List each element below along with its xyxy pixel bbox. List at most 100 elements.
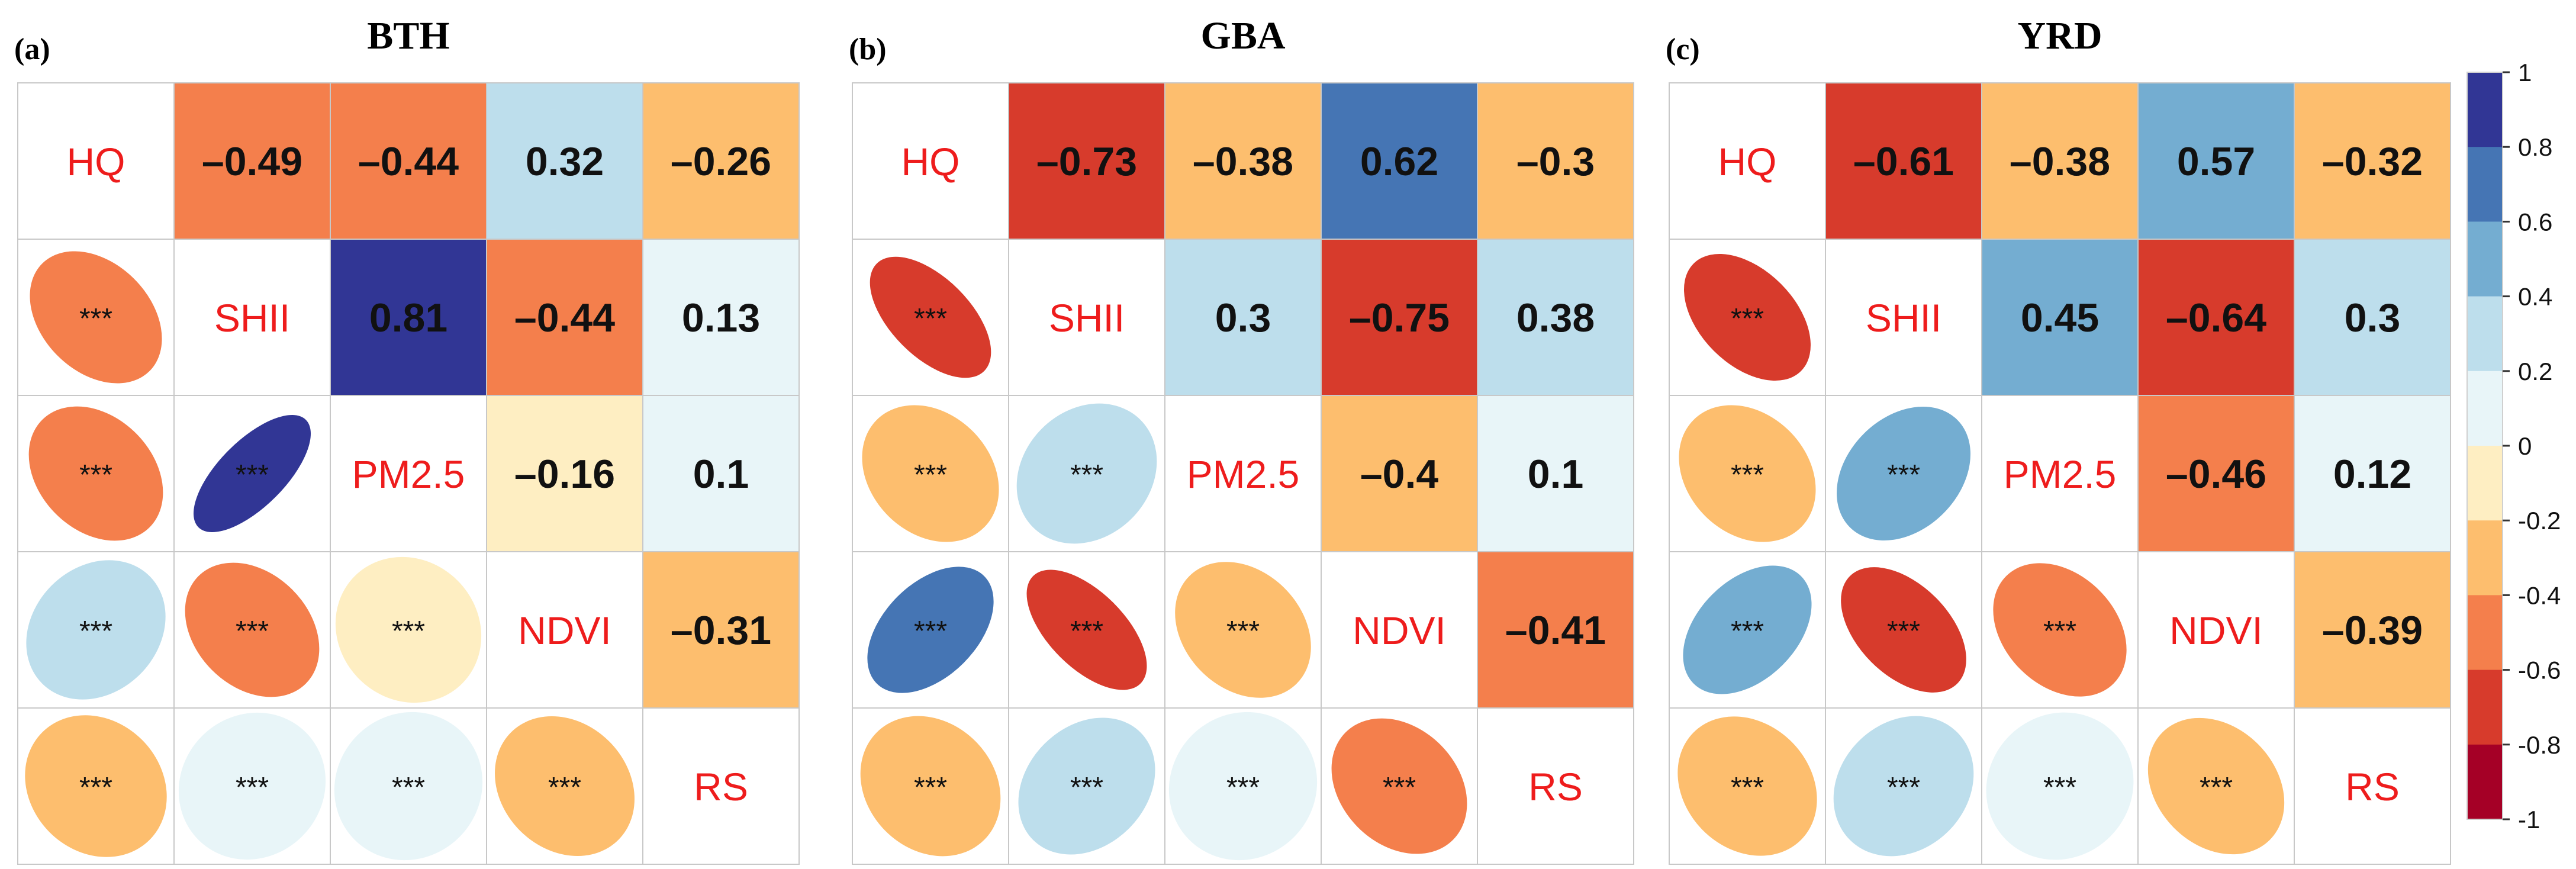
corr-square-2-4 <box>1477 395 1634 552</box>
variable-label: HQ <box>67 140 125 184</box>
significance-stars: *** <box>1070 459 1103 491</box>
corr-ellipse-4-0 <box>1677 716 1817 856</box>
significance-stars: *** <box>914 772 947 803</box>
corr-ellipse-2-1 <box>1837 407 1970 540</box>
significance-stars: *** <box>548 772 581 803</box>
colorbar-tick-label: 1 <box>2518 59 2532 86</box>
diagonal-cell-3 <box>1321 551 1478 709</box>
panel-title: YRD <box>2018 14 2102 57</box>
colorbar-bin-0 <box>2467 72 2503 147</box>
colorbar-tick-label: 0.2 <box>2518 358 2552 385</box>
colorbar-tick-label: -1 <box>2518 806 2540 833</box>
significance-stars: *** <box>1887 459 1920 491</box>
corr-square-0-2 <box>1164 82 1322 240</box>
corr-square-3-4 <box>1477 551 1634 709</box>
significance-stars: *** <box>2200 772 2233 803</box>
significance-stars: *** <box>1226 616 1260 647</box>
colorbar-tick-label: 0.6 <box>2518 208 2552 236</box>
corr-ellipse-4-1 <box>1833 716 1974 857</box>
corr-value-label-0-1: –0.73 <box>1036 139 1137 184</box>
corr-value-label-3-4: –0.39 <box>2322 608 2423 653</box>
variable-label: RS <box>1528 765 1583 809</box>
corr-ellipse-4-3 <box>1331 718 1467 854</box>
diagonal-cell-2 <box>1981 395 2139 552</box>
panel-gba: (b) GBA HQ –0.73 –0.38 0.62 –0.3 *** SHII 0.3 –0.7… <box>849 14 1634 865</box>
significance-stars: *** <box>1887 616 1920 647</box>
significance-stars: *** <box>79 459 112 491</box>
colorbar-bin-8 <box>2467 670 2503 745</box>
corr-square-3-4 <box>642 551 800 709</box>
corr-value-label-2-3: –0.16 <box>514 452 615 497</box>
corr-value-label-1-3: –0.64 <box>2166 295 2266 340</box>
diagonal-cell-4 <box>2294 707 2451 865</box>
colorbar-tick-label: -0.4 <box>2518 581 2561 609</box>
corr-value-label-0-4: –0.32 <box>2322 139 2423 184</box>
corr-square-2-4 <box>642 395 800 552</box>
variable-label: HQ <box>1718 140 1777 184</box>
corr-square-0-3 <box>2137 82 2295 240</box>
corr-value-label-0-1: –0.49 <box>202 139 302 184</box>
corr-ellipse-1-0 <box>1684 254 1811 381</box>
variable-label: PM2.5 <box>352 452 465 496</box>
diagonal-cell-4 <box>642 707 800 865</box>
diagonal-cell-1 <box>1008 239 1165 396</box>
corr-value-label-1-4: 0.38 <box>1516 295 1595 340</box>
panel-letter: (b) <box>849 33 887 66</box>
significance-stars: *** <box>79 303 112 334</box>
corr-square-1-3 <box>1321 239 1478 396</box>
corr-square-0-2 <box>330 82 487 240</box>
corr-ellipse-3-2 <box>1993 563 2127 697</box>
corr-ellipse-1-0 <box>870 256 991 378</box>
corr-value-label-0-3: 0.32 <box>526 139 604 184</box>
corr-value-label-2-4: 0.1 <box>1528 452 1584 497</box>
variable-label: RS <box>694 765 748 809</box>
diagonal-cell-0 <box>1669 82 1826 240</box>
corr-ellipse-3-2 <box>1175 562 1311 698</box>
corr-value-label-3-4: –0.41 <box>1505 608 1606 653</box>
corr-square-1-2 <box>1981 239 2139 396</box>
corr-ellipse-4-0 <box>25 715 167 857</box>
diagonal-cell-0 <box>17 82 175 240</box>
colorbar-bin-1 <box>2467 147 2503 222</box>
corr-square-1-3 <box>486 239 643 396</box>
colorbar-bin-5 <box>2467 446 2503 521</box>
significance-stars: *** <box>79 616 112 647</box>
panel-title: GBA <box>1200 14 1285 57</box>
corr-value-label-0-4: –0.3 <box>1516 139 1595 184</box>
corr-value-label-1-4: 0.3 <box>2345 295 2401 340</box>
corr-ellipse-3-1 <box>1026 569 1147 690</box>
corr-value-label-3-4: –0.31 <box>671 608 771 653</box>
significance-stars: *** <box>2043 616 2076 647</box>
corr-square-0-4 <box>642 82 800 240</box>
corr-value-label-1-2: 0.3 <box>1215 295 1271 340</box>
corr-square-2-3 <box>486 395 643 552</box>
variable-label: HQ <box>901 140 960 184</box>
corr-square-1-2 <box>1164 239 1322 396</box>
panel-yrd: (c) YRD HQ –0.61 –0.38 0.57 –0.32 *** SHII 0.45 –0… <box>1666 14 2451 865</box>
corr-value-label-2-4: 0.1 <box>693 452 749 497</box>
significance-stars: *** <box>236 459 269 491</box>
corr-square-1-3 <box>2137 239 2295 396</box>
significance-stars: *** <box>1070 772 1103 803</box>
significance-stars: *** <box>1383 772 1416 803</box>
variable-label: SHII <box>1866 296 1941 340</box>
panel-title: BTH <box>367 14 449 57</box>
corr-value-label-0-3: 0.62 <box>1360 139 1438 184</box>
significance-stars: *** <box>1731 459 1764 491</box>
corr-value-label-0-2: –0.44 <box>358 139 459 184</box>
corr-ellipse-4-1 <box>1018 717 1155 855</box>
significance-stars: *** <box>1226 772 1260 803</box>
colorbar-bin-2 <box>2467 221 2503 297</box>
diagonal-cell-3 <box>2137 551 2295 709</box>
corr-value-label-2-4: 0.12 <box>2333 452 2411 497</box>
significance-stars: *** <box>914 303 947 334</box>
significance-stars: *** <box>1731 772 1764 803</box>
corr-square-0-2 <box>1981 82 2139 240</box>
corr-ellipse-4-1 <box>178 712 326 860</box>
variable-label: NDVI <box>1353 609 1446 652</box>
corr-value-label-1-3: –0.44 <box>514 295 615 340</box>
corr-value-label-0-2: –0.38 <box>1193 139 1293 184</box>
significance-stars: *** <box>392 772 425 803</box>
corr-ellipse-2-1 <box>1016 403 1157 544</box>
corr-ellipse-4-3 <box>2147 717 2285 855</box>
